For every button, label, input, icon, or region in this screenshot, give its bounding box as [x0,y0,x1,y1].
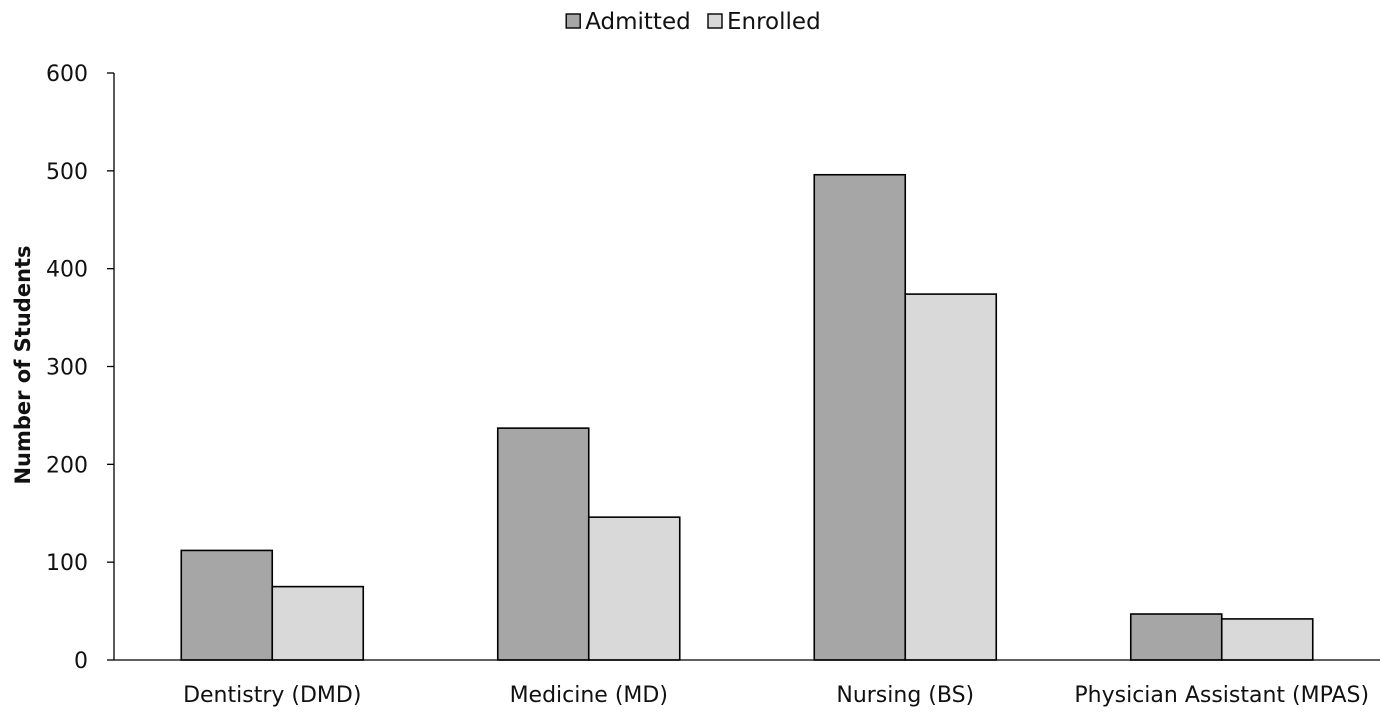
x-axis-labels: Dentistry (DMD) Medicine (MD) Nursing (BS)… [183,683,1369,708]
bar-enrolled-4 [1220,618,1314,661]
y-tick-label: 0 [74,649,88,674]
y-tick-label: 500 [46,160,88,185]
legend-label-admitted: Admitted [585,9,691,35]
y-tick-label: 400 [46,258,88,283]
y-axis-ticks: 0 100 200 300 400 500 600 [46,62,114,674]
x-category-label: Nursing (BS) [836,683,974,708]
y-tick-label: 600 [46,62,88,87]
legend-swatch-enrolled [707,13,723,29]
x-category-label: Physician Assistant (MPAS) [1074,683,1369,708]
x-category-label: Medicine (MD) [510,683,668,708]
y-tick-label: 100 [46,551,88,576]
legend-swatch-admitted [565,13,581,29]
bar-enrolled-2 [587,516,681,661]
bar-admitted-3 [813,173,907,661]
bar-admitted-4 [1129,613,1223,661]
bar-admitted-2 [496,427,590,661]
bar-enrolled-1 [271,585,365,661]
y-tick-label: 200 [46,453,88,478]
y-tick-label: 300 [46,356,88,381]
y-axis-title: Number of Students [11,245,35,484]
legend-label-enrolled: Enrolled [727,9,821,35]
bars [180,173,1314,661]
bar-enrolled-3 [904,293,998,661]
bar-admitted-1 [180,549,274,661]
x-category-label: Dentistry (DMD) [183,683,361,708]
legend: Admitted Enrolled [565,9,821,35]
